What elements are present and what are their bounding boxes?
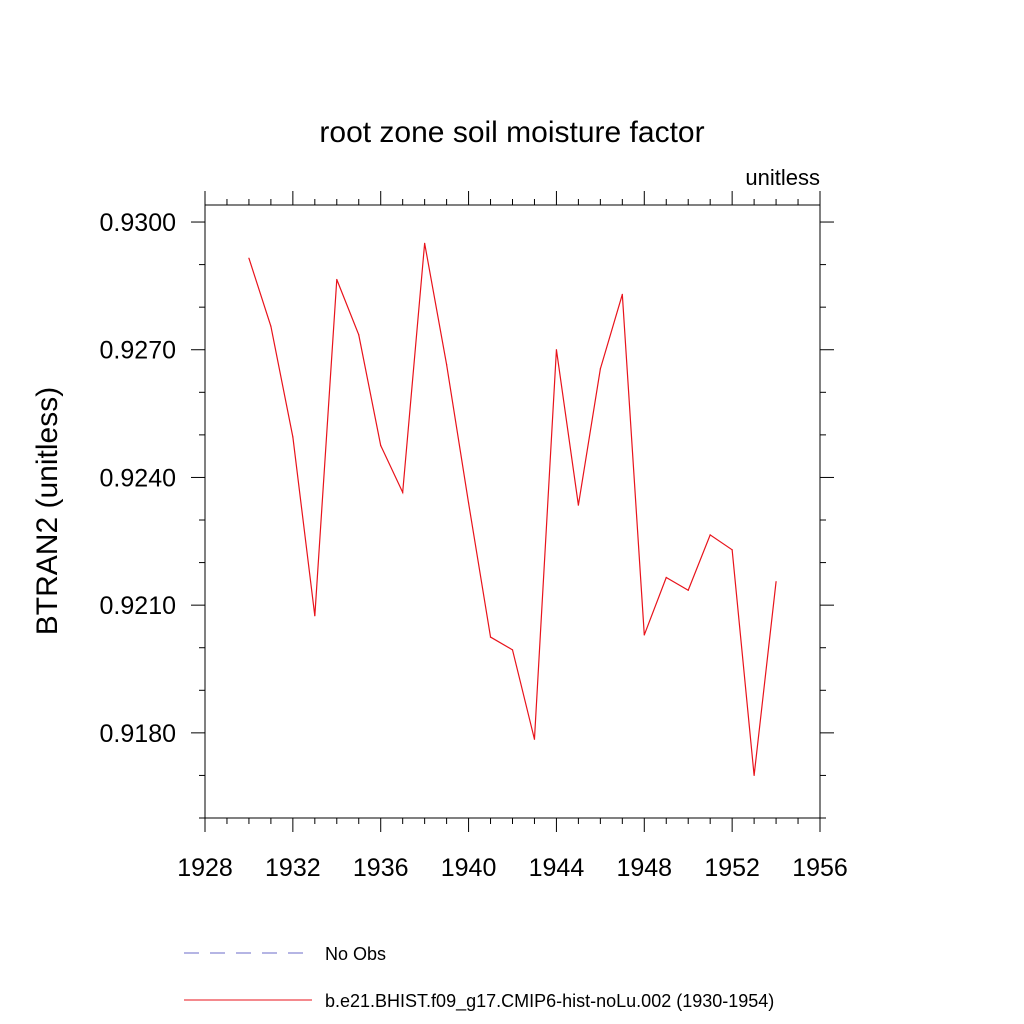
legend-label: b.e21.BHIST.f09_g17.CMIP6-hist-noLu.002 …: [325, 991, 774, 1012]
data-point: [270, 325, 272, 327]
series-line: [248, 243, 777, 776]
x-tick-label: 1928: [177, 854, 233, 882]
data-point: [555, 349, 558, 351]
data-point: [248, 257, 250, 259]
data-point: [424, 242, 426, 244]
data-point: [402, 491, 404, 493]
legend-label: No Obs: [325, 944, 386, 964]
x-tick-label: 1932: [265, 854, 321, 882]
data-point: [292, 436, 294, 438]
x-tick-label: 1948: [616, 854, 672, 882]
y-tick-label: 0.9240: [100, 464, 176, 492]
y-axis-label: BTRAN2 (unitless): [31, 387, 64, 635]
data-point: [753, 774, 755, 777]
data-point: [336, 278, 338, 281]
data-point: [577, 504, 579, 506]
data-point: [511, 649, 514, 651]
data-point: [314, 615, 316, 617]
data-point: [380, 444, 382, 447]
data-point: [775, 581, 777, 583]
data-point: [446, 364, 448, 366]
data-point: [687, 589, 689, 591]
y-tick-label: 0.9180: [100, 720, 176, 748]
y-tick-label: 0.9270: [100, 337, 176, 365]
data-point: [533, 738, 536, 740]
axis-ticks: 1928 1932 1936 1940 1944 1948 1952 1956 0.9180 0.…: [100, 191, 848, 882]
x-tick-label: 1944: [529, 854, 585, 882]
data-point: [709, 534, 711, 536]
plot-frame: [204, 204, 821, 819]
data-point: [665, 576, 667, 579]
data-point: [643, 634, 645, 636]
data-point: [731, 549, 733, 551]
y-tick-label: 0.9300: [100, 209, 176, 237]
x-tick-label: 1956: [792, 854, 848, 882]
y-tick-label: 0.9210: [100, 592, 176, 620]
data-point: [358, 334, 360, 336]
x-tick-label: 1940: [441, 854, 497, 882]
x-tick-label: 1952: [704, 854, 760, 882]
data-point: [621, 293, 623, 295]
data-point: [489, 636, 492, 638]
chart-title: root zone soil moisture factor: [319, 116, 704, 149]
data-point: [599, 368, 601, 370]
data-point: [467, 502, 470, 504]
x-tick-label: 1936: [353, 854, 409, 882]
units-label: unitless: [745, 165, 820, 190]
series-layer: [248, 242, 777, 777]
legend: No Obs b.e21.BHIST.f09_g17.CMIP6-hist-noL…: [184, 944, 774, 1012]
